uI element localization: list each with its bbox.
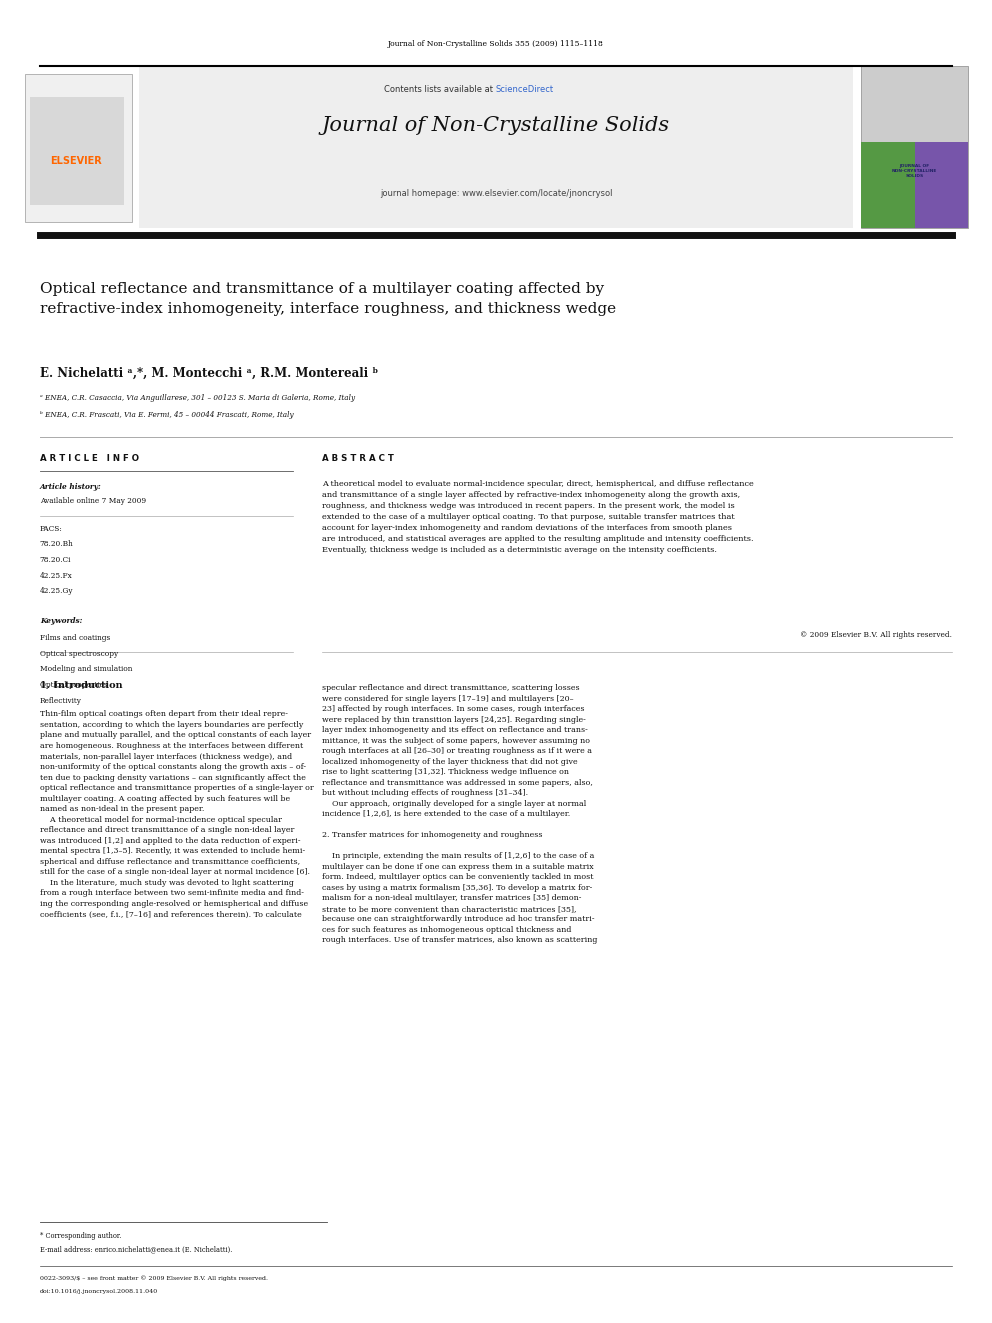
FancyBboxPatch shape (139, 66, 853, 228)
Text: Optical properties: Optical properties (40, 681, 107, 689)
Text: Films and coatings: Films and coatings (40, 634, 110, 642)
Text: JOURNAL OF
NON-CRYSTALLINE
SOLIDS: JOURNAL OF NON-CRYSTALLINE SOLIDS (892, 164, 937, 179)
Text: Reflectivity: Reflectivity (40, 697, 81, 705)
FancyBboxPatch shape (30, 97, 124, 205)
Text: Journal of Non-Crystalline Solids 355 (2009) 1115–1118: Journal of Non-Crystalline Solids 355 (2… (388, 40, 604, 48)
Text: Modeling and simulation: Modeling and simulation (40, 665, 132, 673)
Text: E. Nichelatti ᵃ,*, M. Montecchi ᵃ, R.M. Montereali ᵇ: E. Nichelatti ᵃ,*, M. Montecchi ᵃ, R.M. … (40, 366, 378, 380)
Text: 1. Introduction: 1. Introduction (40, 681, 122, 691)
Text: Optical spectroscopy: Optical spectroscopy (40, 650, 118, 658)
Text: Contents lists available at: Contents lists available at (384, 85, 496, 94)
Text: Journal of Non-Crystalline Solids: Journal of Non-Crystalline Solids (322, 116, 670, 135)
Text: ELSEVIER: ELSEVIER (51, 156, 102, 167)
Text: specular reflectance and direct transmittance, scattering losses
were considered: specular reflectance and direct transmit… (322, 684, 598, 945)
Text: 0022-3093/$ – see front matter © 2009 Elsevier B.V. All rights reserved.: 0022-3093/$ – see front matter © 2009 El… (40, 1275, 268, 1281)
Text: Optical reflectance and transmittance of a multilayer coating affected by
refrac: Optical reflectance and transmittance of… (40, 282, 616, 316)
FancyBboxPatch shape (861, 142, 968, 228)
Text: * Corresponding author.: * Corresponding author. (40, 1232, 121, 1240)
Text: Article history:: Article history: (40, 483, 101, 491)
Text: A R T I C L E   I N F O: A R T I C L E I N F O (40, 454, 139, 463)
Text: A theoretical model to evaluate normal-incidence specular, direct, hemispherical: A theoretical model to evaluate normal-i… (322, 480, 754, 553)
Text: Thin-film optical coatings often depart from their ideal repre-
sentation, accor: Thin-film optical coatings often depart … (40, 710, 313, 918)
Text: 78.20.Ci: 78.20.Ci (40, 556, 71, 564)
Text: ScienceDirect: ScienceDirect (496, 85, 555, 94)
FancyBboxPatch shape (861, 66, 968, 228)
Text: ᵇ ENEA, C.R. Frascati, Via E. Fermi, 45 – 00044 Frascati, Rome, Italy: ᵇ ENEA, C.R. Frascati, Via E. Fermi, 45 … (40, 411, 294, 419)
Text: 42.25.Fx: 42.25.Fx (40, 572, 72, 579)
Text: journal homepage: www.elsevier.com/locate/jnoncrysol: journal homepage: www.elsevier.com/locat… (380, 189, 612, 198)
Text: Keywords:: Keywords: (40, 617, 82, 624)
Text: ᵃ ENEA, C.R. Casaccia, Via Anguillarese, 301 – 00123 S. Maria di Galeria, Rome, : ᵃ ENEA, C.R. Casaccia, Via Anguillarese,… (40, 394, 355, 402)
Text: PACS:: PACS: (40, 525, 62, 533)
Text: doi:10.1016/j.jnoncrysol.2008.11.040: doi:10.1016/j.jnoncrysol.2008.11.040 (40, 1289, 158, 1294)
Text: © 2009 Elsevier B.V. All rights reserved.: © 2009 Elsevier B.V. All rights reserved… (801, 631, 952, 639)
FancyBboxPatch shape (861, 142, 915, 228)
FancyBboxPatch shape (25, 74, 132, 222)
Text: 42.25.Gy: 42.25.Gy (40, 587, 73, 595)
Text: 78.20.Bh: 78.20.Bh (40, 540, 73, 548)
Text: A B S T R A C T: A B S T R A C T (322, 454, 394, 463)
Text: Available online 7 May 2009: Available online 7 May 2009 (40, 497, 146, 505)
Text: E-mail address: enrico.nichelatti@enea.it (E. Nichelatti).: E-mail address: enrico.nichelatti@enea.i… (40, 1245, 232, 1253)
